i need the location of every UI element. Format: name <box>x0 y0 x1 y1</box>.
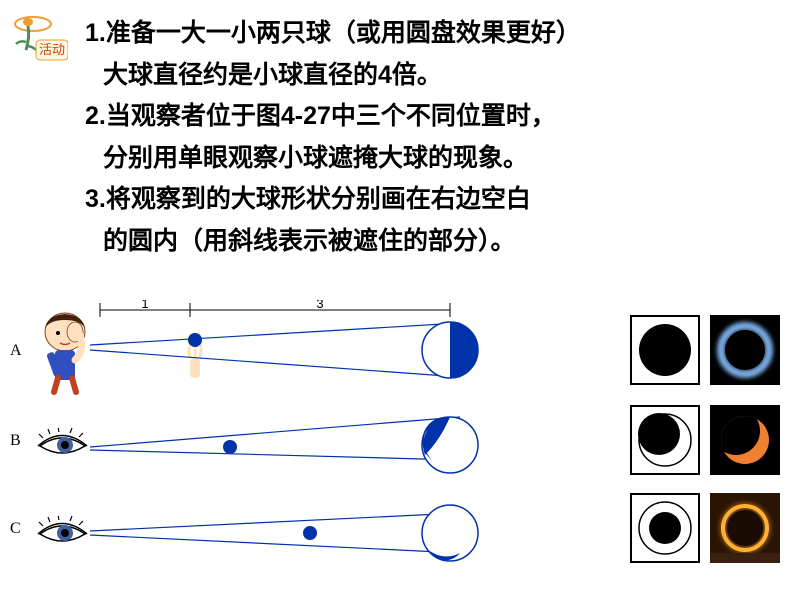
label-b: B <box>10 432 21 450</box>
row-c: C <box>10 488 790 573</box>
eclipse-photo-annular <box>710 493 780 563</box>
eclipse-photo-partial <box>710 405 780 475</box>
label-a: A <box>10 342 22 360</box>
sightlines-b <box>90 405 490 485</box>
instruction-1b: 大球直径约是小球直径的4倍。 <box>103 57 764 95</box>
row-a: A <box>10 310 790 395</box>
result-box-b <box>630 405 700 475</box>
sightlines-a <box>90 315 490 395</box>
eclipse-photo-total <box>710 315 780 385</box>
activity-icon: 活动 <box>8 12 68 62</box>
diagram-area: 1 3 A <box>10 300 790 580</box>
instruction-2a: 2.当观察者位于图4-27中三个不同位置时， <box>85 98 764 136</box>
instruction-3a: 3.将观察到的大球形状分别画在右边空白 <box>85 181 764 219</box>
row-b: B <box>10 400 790 485</box>
activity-label-text: 活动 <box>39 42 65 57</box>
result-box-c <box>630 493 700 563</box>
eye-icon-b <box>35 428 90 463</box>
result-box-a <box>630 315 700 385</box>
sightlines-c <box>90 493 490 573</box>
instruction-2b: 分别用单眼观察小球遮掩大球的现象。 <box>103 140 764 178</box>
eye-icon-c <box>35 516 90 551</box>
instruction-text: 1.准备一大一小两只球（或用圆盘效果更好） 大球直径约是小球直径的4倍。 2.当… <box>85 15 764 264</box>
instruction-3b: 的圆内（用斜线表示被遮住的部分）。 <box>103 223 764 261</box>
instruction-1a: 1.准备一大一小两只球（或用圆盘效果更好） <box>85 15 764 53</box>
label-c: C <box>10 520 21 538</box>
